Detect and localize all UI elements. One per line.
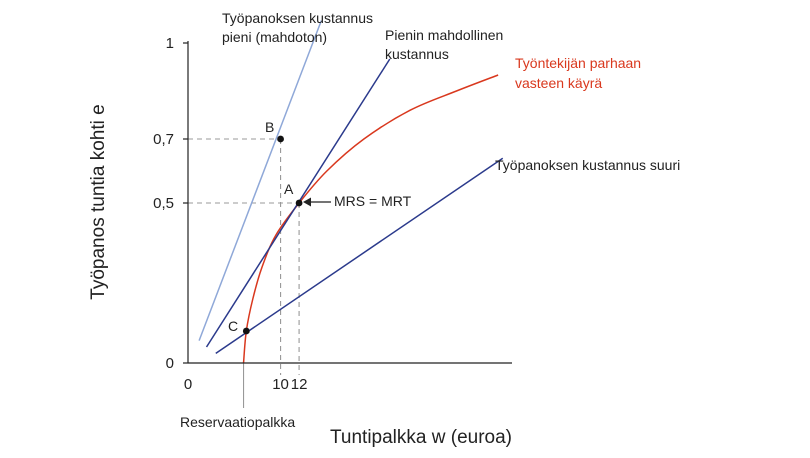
reservation-wage-label: Reservaatiopalkka xyxy=(180,414,295,430)
point-b xyxy=(277,135,284,143)
y-tick-label: 0,7 xyxy=(153,131,174,148)
x-tick-label: 0 xyxy=(184,376,192,393)
best-response-curve xyxy=(242,74,499,364)
point-label-b: B xyxy=(265,119,274,135)
low-cost-label-line2: pieni (mahdoton) xyxy=(222,29,327,45)
high-cost-label: Työpanoksen kustannus suuri xyxy=(495,157,680,173)
axes xyxy=(183,41,512,364)
point-label-a: A xyxy=(284,181,294,197)
y-tick-label: 0 xyxy=(166,355,174,372)
guide-lines xyxy=(188,138,300,408)
series-layer xyxy=(198,20,504,364)
y-axis-title: Työpanos tuntia kohti e xyxy=(88,104,109,299)
mrs-mrt-arrow xyxy=(303,197,331,207)
point-c xyxy=(242,327,250,335)
x-axis-title: Tuntipalkka w (euroa) xyxy=(330,427,512,448)
y-tick-label: 0,5 xyxy=(153,195,174,212)
best-response-label-line1: Työntekijän parhaan xyxy=(515,55,641,71)
point-label-c: C xyxy=(228,318,238,334)
mrs-mrt-label: MRS = MRT xyxy=(334,193,412,209)
cost-line-3 xyxy=(215,157,504,355)
x-tick-label: 12 xyxy=(291,376,308,393)
y-tick-label: 1 xyxy=(166,35,174,52)
min-cost-label-line2: kustannus xyxy=(385,46,449,62)
x-tick-label: 10 xyxy=(272,376,289,393)
min-cost-label-line1: Pienin mahdollinen xyxy=(385,27,503,43)
low-cost-label-line1: Työpanoksen kustannus xyxy=(222,10,373,26)
best-response-label-line2: vasteen käyrä xyxy=(515,75,602,91)
cost-line-1 xyxy=(198,20,323,341)
points-layer xyxy=(242,135,303,335)
point-a xyxy=(295,199,303,207)
